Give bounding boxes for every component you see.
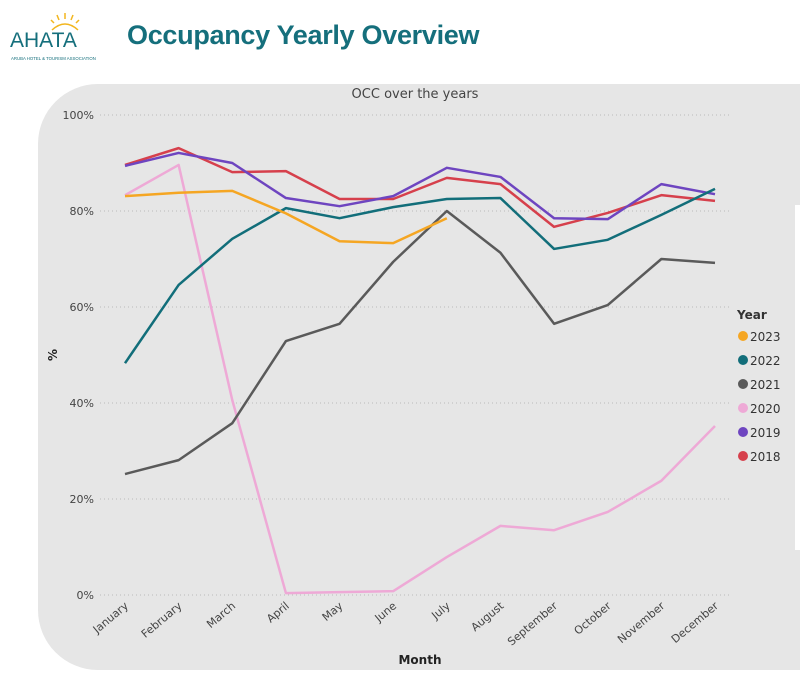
series-line-2023[interactable] <box>124 189 448 245</box>
x-tick-label: August <box>469 599 507 634</box>
chart-title: OCC over the years <box>352 87 479 102</box>
series-line-2021[interactable] <box>124 209 716 476</box>
x-tick-label: March <box>204 599 238 631</box>
legend-marker <box>738 379 748 389</box>
y-tick-label: 80% <box>70 205 94 218</box>
x-tick-label: January <box>90 599 131 637</box>
legend-marker <box>738 451 748 461</box>
legend-item[interactable]: 2019 <box>750 426 781 440</box>
side-table-edge <box>795 205 800 550</box>
x-tick-label: May <box>320 599 346 624</box>
legend-item[interactable]: 2020 <box>750 402 781 416</box>
legend-item[interactable]: 2021 <box>750 378 781 392</box>
x-tick-label: February <box>139 599 185 641</box>
legend-marker <box>738 331 748 341</box>
y-tick-label: 0% <box>77 589 94 602</box>
legend-marker <box>738 427 748 437</box>
legend-item[interactable]: 2023 <box>750 330 781 344</box>
x-tick-label: December <box>669 599 721 646</box>
y-axis-label: % <box>46 349 60 361</box>
logo-subtext: ARUBA HOTEL & TOURISM ASSOCIATION <box>11 56 96 61</box>
x-axis-label: Month <box>398 653 441 667</box>
ahata-logo: AHATA ARUBA HOTEL & TOURISM ASSOCIATION <box>10 13 96 61</box>
legend-title: Year <box>736 308 767 322</box>
x-tick-label: September <box>505 599 560 648</box>
series-line-2019[interactable] <box>124 151 716 221</box>
legend-marker <box>738 403 748 413</box>
x-tick-label: October <box>572 599 614 638</box>
logo-text: AHATA <box>10 29 77 52</box>
x-tick-label: April <box>264 599 292 625</box>
y-tick-label: 20% <box>70 493 94 506</box>
series-line-2022[interactable] <box>123 187 716 364</box>
y-tick-label: 100% <box>63 109 94 122</box>
series-line-2020[interactable] <box>124 163 716 595</box>
y-tick-label: 60% <box>70 301 94 314</box>
x-tick-label: July <box>428 599 453 623</box>
y-tick-label: 40% <box>70 397 94 410</box>
series-line-2018[interactable] <box>124 146 716 229</box>
legend-item[interactable]: 2018 <box>750 450 781 464</box>
x-tick-label: June <box>372 599 400 625</box>
x-tick-label: November <box>615 599 668 646</box>
page-title: Occupancy Yearly Overview <box>127 20 480 50</box>
legend-item[interactable]: 2022 <box>750 354 781 368</box>
legend-marker <box>738 355 748 365</box>
